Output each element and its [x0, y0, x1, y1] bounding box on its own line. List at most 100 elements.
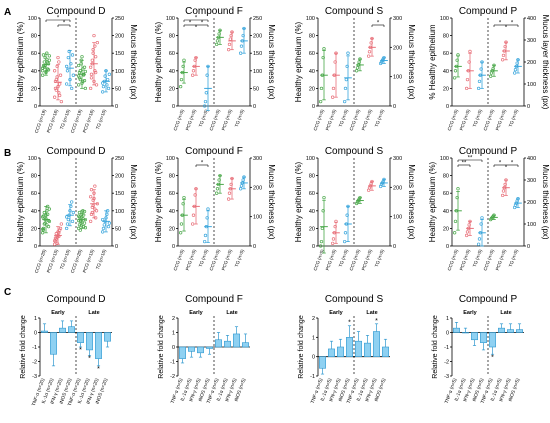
data-point [503, 44, 507, 49]
data-point [333, 60, 337, 64]
y-tick-label-left: 0 [172, 244, 175, 250]
data-point [106, 77, 110, 82]
data-point [227, 191, 232, 195]
data-point [342, 239, 347, 244]
y-tick-label-left: 80 [169, 174, 175, 180]
x-tick-label: CCG (n=20) [70, 248, 83, 274]
data-point [182, 58, 186, 62]
y-axis-label-right: Mucus thickness (px) [267, 24, 276, 99]
y-tick-label-left: 40 [31, 209, 37, 215]
significance-star: * [499, 161, 502, 167]
x-tick-label: PCG (n=5) [361, 248, 373, 271]
x-tick-label: CCG (n=5) [447, 248, 459, 271]
x-tick-label: PCG (n=15) [82, 248, 95, 273]
data-point [369, 41, 373, 45]
significance-star: * [499, 21, 502, 27]
chart-title: Compound P [459, 294, 518, 305]
bar [215, 339, 222, 348]
data-point [103, 74, 107, 78]
y-tick-label-right: 100 [527, 82, 536, 88]
data-point [491, 66, 495, 71]
y-tick-label-right: 100 [253, 215, 262, 221]
y-tick-label: 2 [172, 316, 175, 322]
x-tick-label: TG (n=10) [59, 108, 71, 130]
data-point [46, 224, 51, 229]
data-point [52, 69, 57, 73]
data-point [79, 62, 83, 66]
data-point [55, 241, 59, 246]
data-point [100, 81, 105, 85]
x-tick-label: PCG (n=5) [185, 248, 197, 271]
y-tick-label-right: 0 [115, 244, 118, 250]
data-point [468, 49, 472, 54]
x-tick-label: PCG (n=15) [46, 248, 59, 273]
data-point [95, 40, 100, 45]
data-point [464, 86, 469, 91]
y-tick-label-right: 200 [253, 34, 262, 40]
data-point [88, 195, 93, 199]
scatter-chart-5: Compound F 0 20 40 60 80 100 0 100 200 300 Healthy … [154, 146, 276, 271]
x-tick-label: PCG (n=5) [221, 248, 233, 271]
chart-title: Compound S [325, 294, 384, 305]
group-label-early: Early [329, 310, 343, 316]
data-point [94, 55, 98, 59]
y-tick-label: -3 [32, 374, 37, 380]
data-point [202, 104, 207, 108]
y-tick-label-left: 0 [312, 244, 315, 250]
bar [462, 332, 469, 334]
y-tick-label-left: 40 [443, 209, 449, 215]
y-tick-label: -3 [444, 374, 449, 380]
y-tick-label-right: 0 [527, 104, 530, 110]
bar [498, 327, 505, 333]
data-point [77, 76, 82, 80]
bar [233, 333, 240, 348]
data-point [367, 50, 372, 54]
bar [355, 340, 362, 357]
y-tick-label-left: 80 [443, 34, 449, 40]
y-tick-label-left: 0 [312, 104, 315, 110]
x-tick-label: TG (n=5) [198, 108, 209, 128]
data-point [45, 209, 49, 213]
bar [337, 346, 344, 357]
data-point [191, 69, 196, 73]
y-tick-label-right: 150 [115, 191, 124, 197]
y-tick-label-right: 250 [115, 156, 124, 162]
data-point [178, 231, 183, 235]
data-point [215, 187, 220, 191]
data-point [214, 42, 219, 47]
data-point [100, 90, 105, 94]
bar [319, 356, 326, 369]
data-point [83, 86, 88, 91]
y-tick-label-right: 150 [253, 51, 262, 57]
data-point [70, 200, 74, 204]
y-axis-label-left: Healthy epithelium (%) [154, 161, 163, 242]
x-tick-label: PCG (n=5) [325, 248, 337, 271]
data-point [66, 217, 70, 222]
data-point [193, 193, 197, 197]
data-point [333, 224, 337, 229]
data-point [67, 49, 71, 54]
data-point [83, 69, 88, 74]
data-point [107, 72, 112, 76]
data-point [330, 241, 335, 246]
data-point [331, 86, 336, 91]
data-point [452, 231, 457, 235]
chart-title: Compound F [185, 6, 243, 17]
data-point [238, 51, 243, 55]
data-point [56, 55, 60, 60]
bar [188, 346, 195, 352]
data-point [501, 189, 506, 193]
x-tick-label: TG (n=5) [374, 108, 385, 128]
data-point [190, 73, 195, 77]
x-tick-label: CCG (n=5) [173, 108, 185, 131]
data-point [191, 213, 196, 217]
y-axis-label-left: % Healthy epithelium [428, 24, 437, 99]
x-tick-label: CCG (n=5) [313, 108, 325, 131]
data-point [70, 53, 75, 57]
data-point [64, 215, 69, 219]
data-point [58, 93, 62, 98]
y-tick-label-left: 80 [309, 34, 315, 40]
data-point [76, 83, 81, 87]
data-point [467, 60, 471, 64]
y-tick-label-left: 60 [443, 191, 449, 197]
